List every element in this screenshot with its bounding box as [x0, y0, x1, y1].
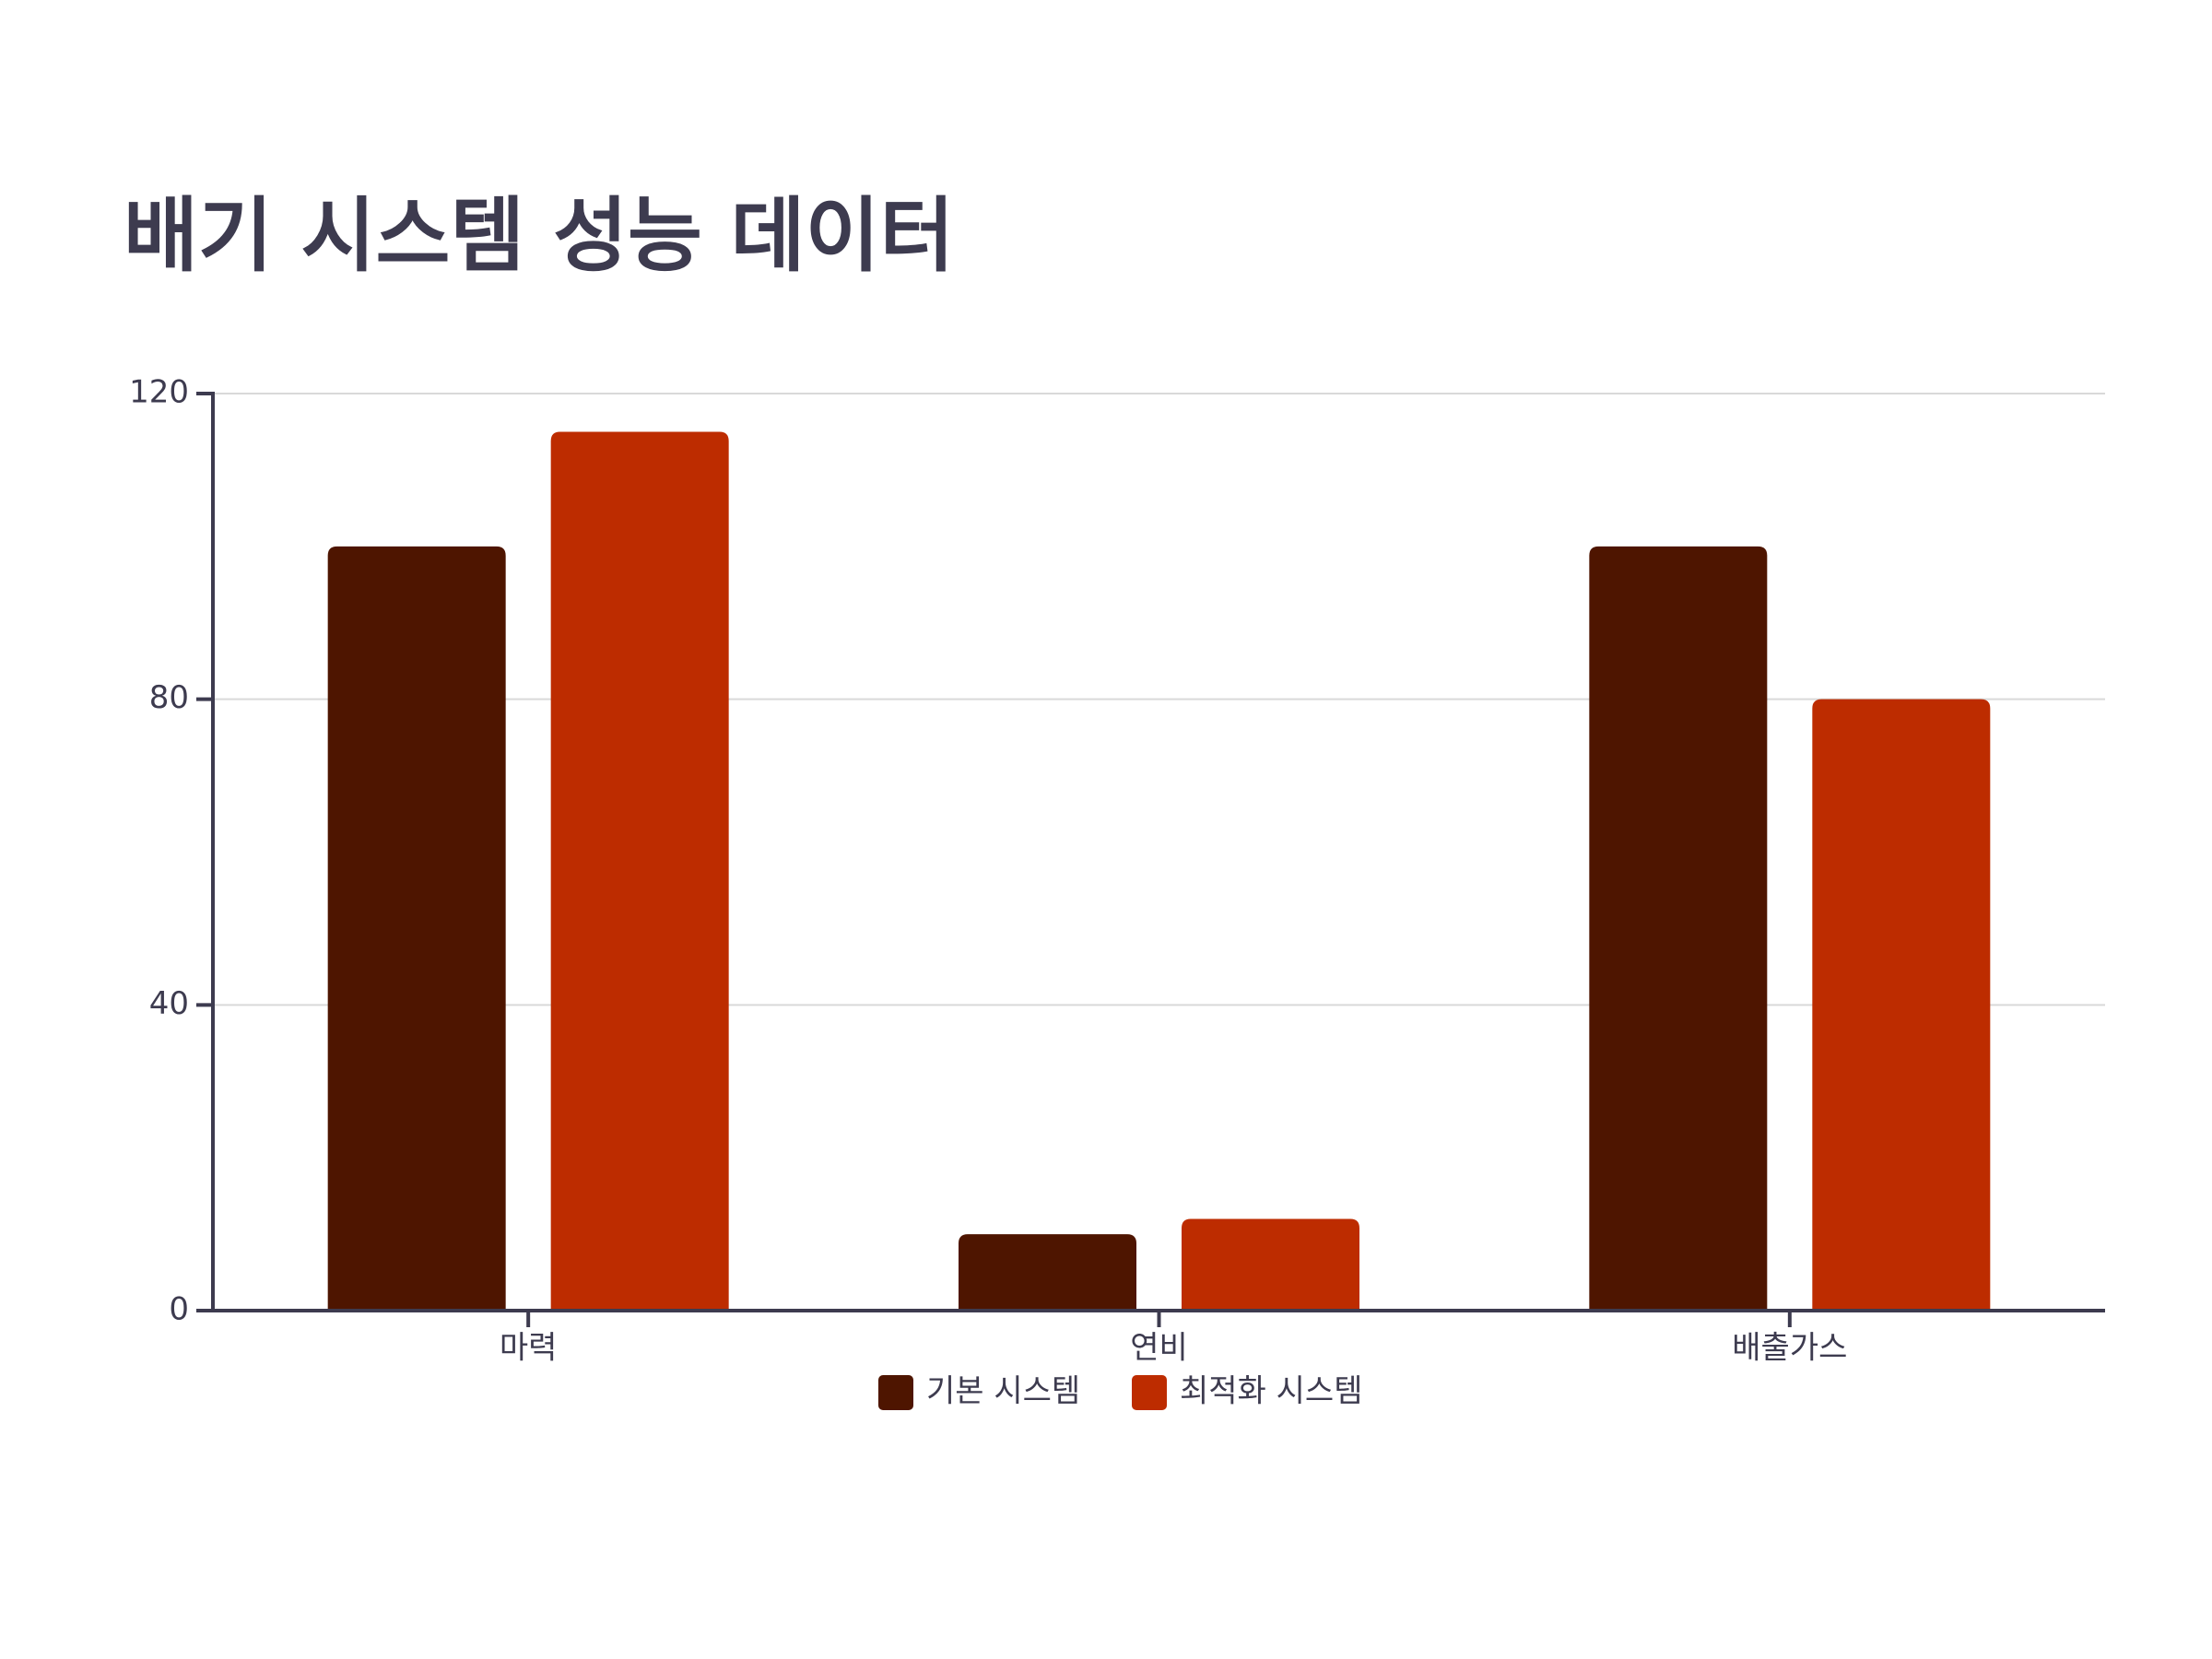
- y-tick-label: 0: [169, 1291, 189, 1328]
- x-tick-label: 연비: [1130, 1330, 1188, 1367]
- legend-label: 기본 시스템: [926, 1373, 1080, 1410]
- y-tick-label: 80: [149, 679, 189, 716]
- chart-title: 배기 시스템 성능 데이터: [124, 188, 955, 283]
- bar: [1589, 546, 1768, 1311]
- legend-label: 최적화 시스템: [1180, 1373, 1363, 1410]
- bar: [550, 431, 729, 1311]
- y-tick-label: 40: [149, 985, 189, 1022]
- bar: [327, 546, 506, 1311]
- bar: [1182, 1218, 1359, 1311]
- x-tick-label: 마력: [500, 1330, 558, 1367]
- legend-swatch: [1132, 1375, 1167, 1410]
- legend-swatch: [878, 1375, 913, 1410]
- y-tick-label: 120: [129, 374, 189, 411]
- x-tick-label: 배출가스: [1732, 1330, 1847, 1367]
- bar: [1812, 699, 1991, 1311]
- bar: [959, 1234, 1136, 1311]
